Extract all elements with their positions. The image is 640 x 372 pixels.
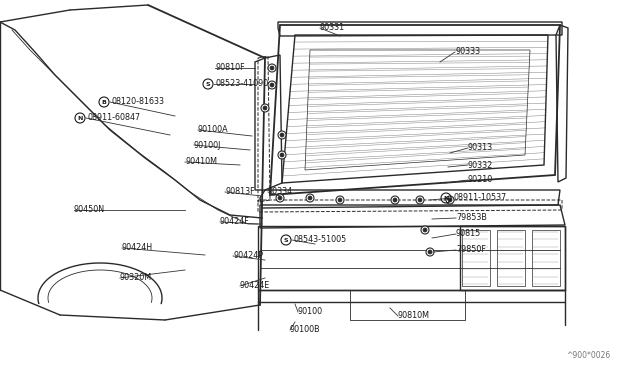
Circle shape [423, 228, 427, 232]
Text: 08523-41090: 08523-41090 [216, 80, 269, 89]
Circle shape [263, 106, 267, 110]
Text: 90100J: 90100J [194, 141, 221, 150]
Text: 90810M: 90810M [398, 311, 430, 321]
Text: 79853B: 79853B [456, 214, 487, 222]
Text: 90100: 90100 [298, 308, 323, 317]
Text: 79850F: 79850F [456, 246, 486, 254]
Circle shape [278, 151, 286, 159]
Text: ^900*0026: ^900*0026 [566, 351, 610, 360]
Circle shape [278, 196, 282, 200]
Text: 90320M: 90320M [120, 273, 152, 282]
Circle shape [268, 81, 276, 89]
Circle shape [428, 250, 432, 254]
Circle shape [270, 83, 274, 87]
Text: 90332: 90332 [468, 160, 493, 170]
Text: 90210: 90210 [468, 176, 493, 185]
Text: 90424F: 90424F [220, 218, 250, 227]
Text: 08911-60847: 08911-60847 [88, 113, 141, 122]
Text: 90334: 90334 [268, 187, 293, 196]
Text: 90100A: 90100A [198, 125, 228, 135]
Text: 08543-51005: 08543-51005 [294, 235, 348, 244]
Text: 90331: 90331 [320, 23, 345, 32]
Text: 90333: 90333 [455, 48, 480, 57]
Text: S: S [284, 237, 288, 243]
Circle shape [421, 226, 429, 234]
Circle shape [280, 133, 284, 137]
Text: 90810F: 90810F [215, 64, 244, 73]
Text: 90424H: 90424H [122, 244, 153, 253]
Text: 90100B: 90100B [290, 326, 321, 334]
Circle shape [446, 196, 454, 204]
Text: 90313: 90313 [468, 144, 493, 153]
Text: N: N [77, 115, 83, 121]
Circle shape [391, 196, 399, 204]
Circle shape [418, 198, 422, 202]
Text: 08911-10537: 08911-10537 [454, 193, 508, 202]
Circle shape [393, 198, 397, 202]
Text: 90424P: 90424P [233, 251, 263, 260]
Circle shape [338, 198, 342, 202]
Text: 90410M: 90410M [185, 157, 217, 167]
Circle shape [276, 194, 284, 202]
Circle shape [278, 131, 286, 139]
Text: 90450N: 90450N [74, 205, 105, 215]
Text: 90813F: 90813F [225, 187, 255, 196]
Circle shape [280, 153, 284, 157]
Text: 90815: 90815 [456, 230, 481, 238]
Circle shape [426, 248, 434, 256]
Circle shape [306, 194, 314, 202]
Text: B: B [102, 99, 106, 105]
Text: N: N [444, 196, 449, 201]
Circle shape [336, 196, 344, 204]
Circle shape [268, 64, 276, 72]
Text: 90424E: 90424E [240, 282, 270, 291]
Circle shape [270, 66, 274, 70]
Circle shape [308, 196, 312, 200]
Circle shape [448, 198, 452, 202]
Text: 08120-81633: 08120-81633 [112, 97, 165, 106]
Text: S: S [205, 81, 211, 87]
Circle shape [416, 196, 424, 204]
Circle shape [261, 104, 269, 112]
